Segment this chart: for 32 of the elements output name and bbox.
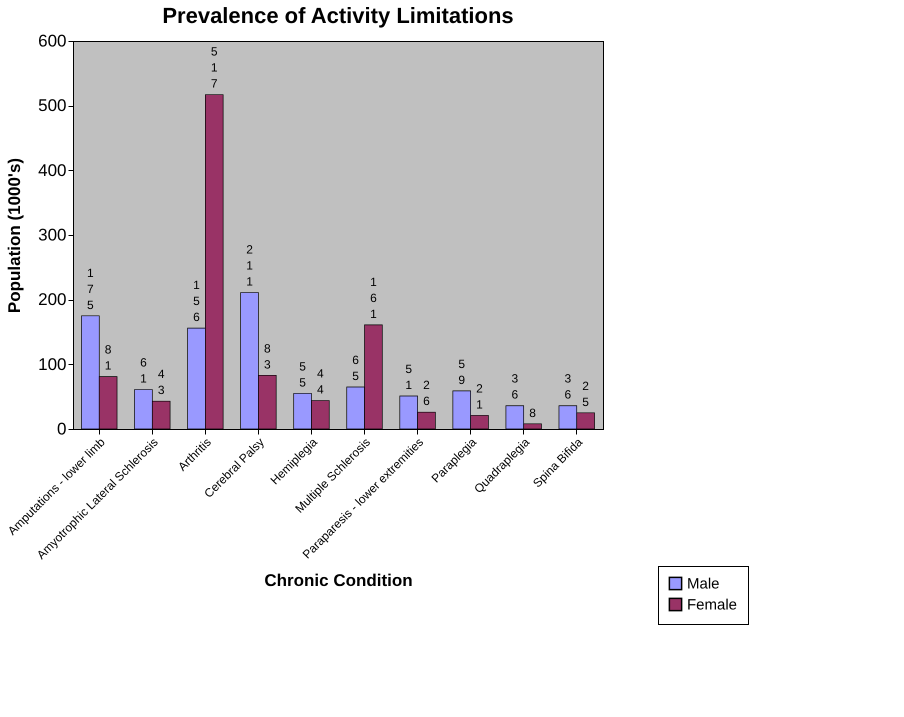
- data-label: 4 4: [317, 366, 324, 397]
- legend-label: Male: [687, 576, 720, 592]
- data-label: 2 1: [476, 381, 484, 412]
- data-label: 6 5: [352, 352, 360, 383]
- data-label: 1 7 5: [87, 266, 94, 312]
- data-label: 5 1 7: [210, 44, 218, 91]
- y-tick-label: 600: [38, 32, 66, 50]
- data-label: 4 3: [158, 367, 165, 398]
- data-label: 3 6: [511, 372, 518, 402]
- data-label: 5 5: [299, 359, 306, 390]
- data-label: 8 3: [264, 341, 271, 372]
- data-label: 8 1: [104, 342, 112, 373]
- y-tick-label: 100: [38, 354, 66, 374]
- y-tick-label: 300: [38, 226, 66, 244]
- y-tick-label: 200: [38, 290, 66, 310]
- legend-label: Female: [687, 596, 738, 614]
- data-label: 2 6: [423, 378, 430, 408]
- data-label: 1 5 6: [193, 278, 200, 324]
- data-label: 6 1: [140, 356, 148, 386]
- data-label: 2 1 1: [246, 242, 254, 289]
- data-label: 2 5: [582, 378, 590, 409]
- y-tick-label: 500: [38, 96, 66, 116]
- y-tick-label: 400: [38, 160, 66, 180]
- data-label: 5 9: [458, 356, 466, 387]
- y-axis-title: Population (1000's): [5, 158, 24, 314]
- data-label: 5 1: [405, 362, 412, 392]
- data-label: 1 6 1: [370, 274, 378, 321]
- data-label: 3 6: [564, 372, 572, 402]
- chart-title: Prevalence of Activity Limitations: [162, 3, 514, 28]
- x-axis-title: Chronic Condition: [264, 571, 413, 590]
- data-label: 8: [529, 406, 536, 420]
- y-tick-label: 0: [57, 420, 66, 438]
